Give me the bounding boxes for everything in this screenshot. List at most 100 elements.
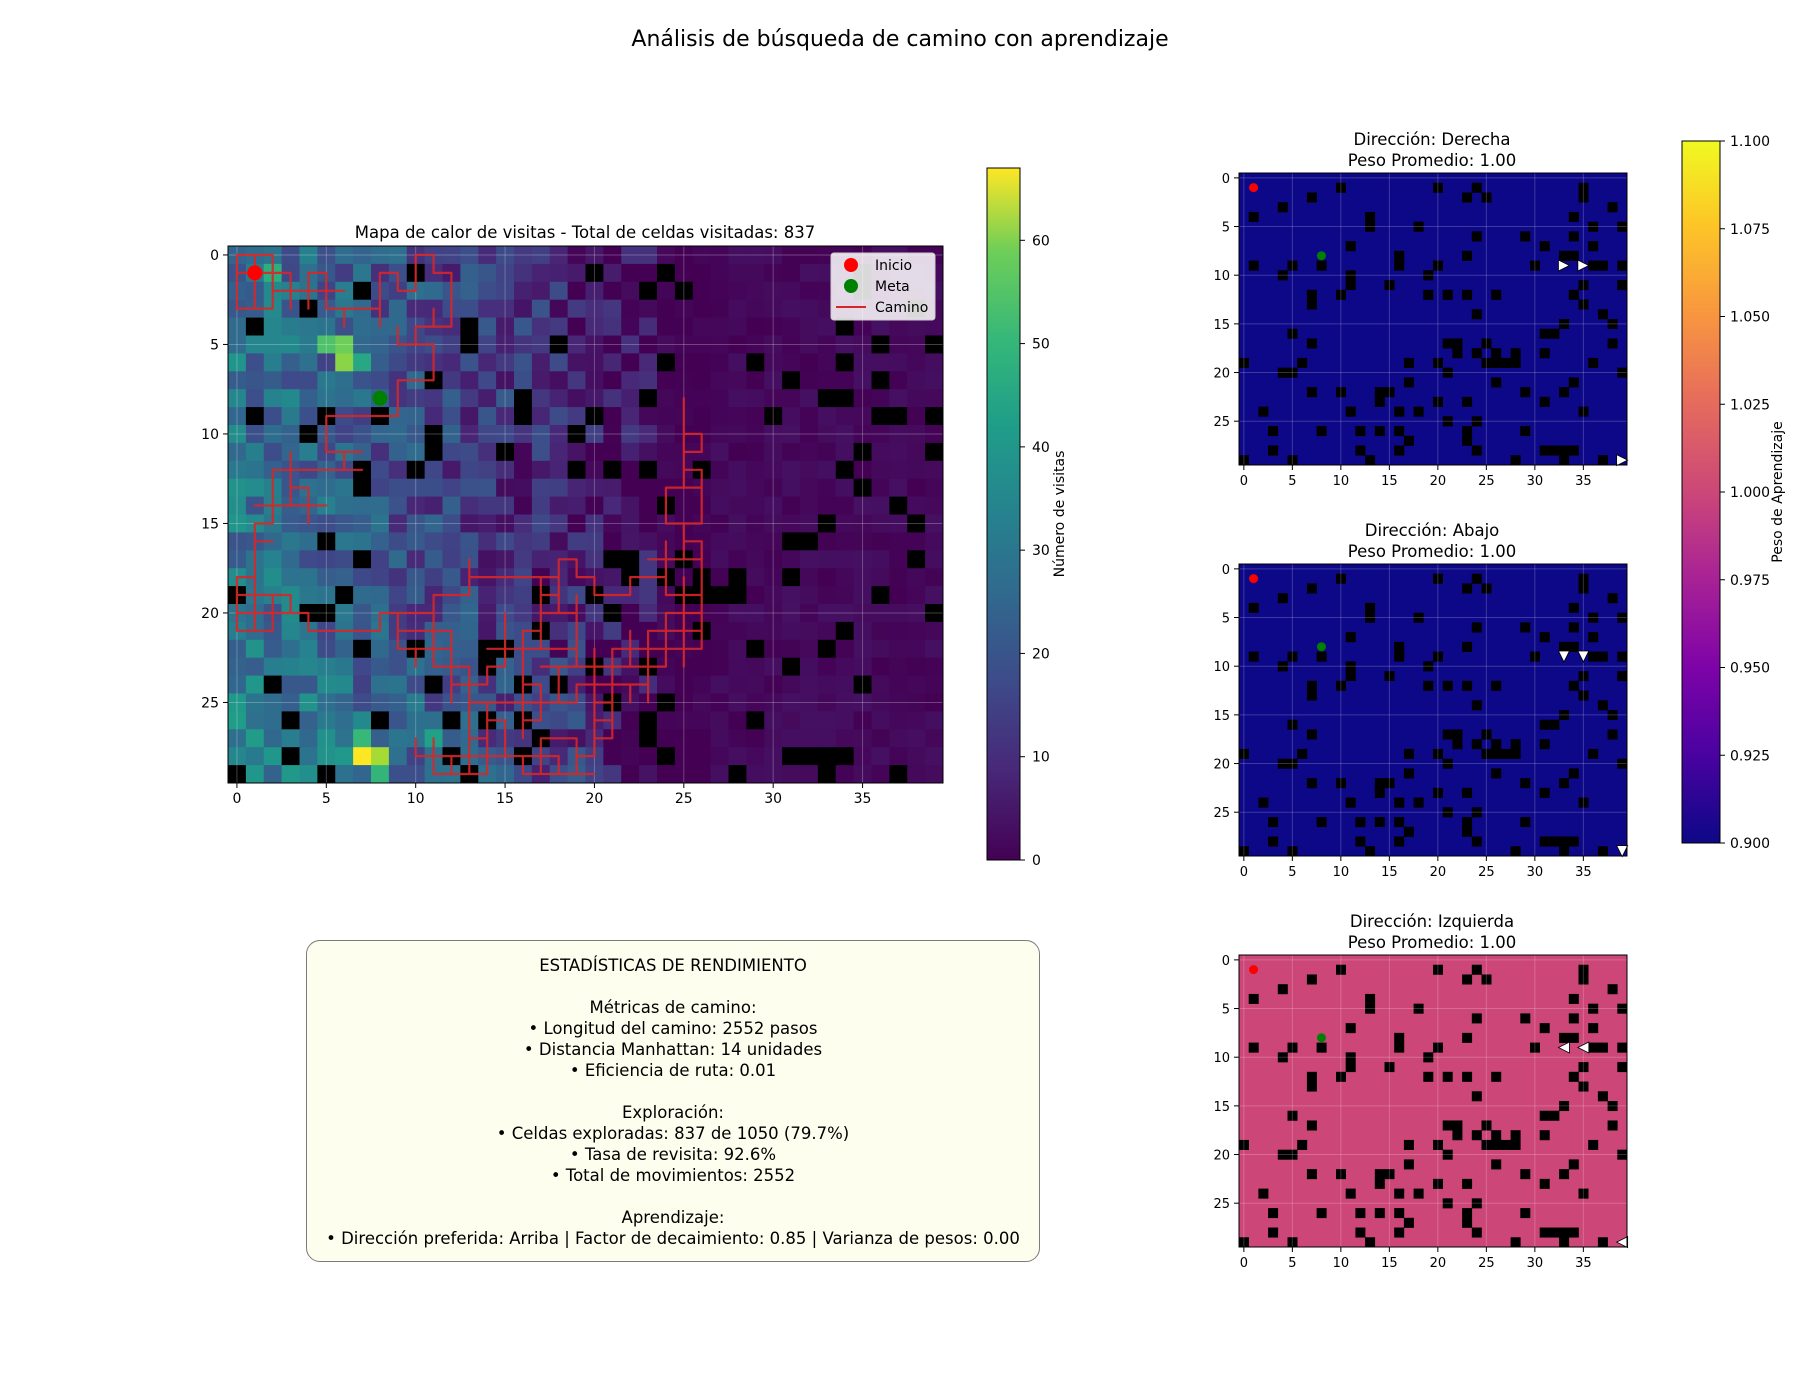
heatmap-cell [764,657,783,676]
panel-obstacle-cell [1306,289,1317,300]
panel-obstacle-cell [1345,270,1356,281]
y-tick-label: 20 [201,606,219,622]
panel-obstacle-cell [1394,651,1405,662]
heatmap-cell [406,586,426,605]
panel-obstacle-cell [1239,1237,1249,1248]
heatmap-cell [907,478,926,497]
heatmap-cell [889,425,908,444]
heatmap-cell [817,478,837,497]
panel-obstacle-cell [1452,1120,1463,1131]
heatmap-cell [871,317,890,336]
heatmap-cell [245,765,265,784]
visits-colorbar-tick-label: 0 [1032,853,1041,869]
panel-obstacle-cell [1520,1013,1531,1024]
heatmap-cell [335,478,354,497]
heatmap-cell [406,568,426,587]
heatmap-cell [692,693,712,712]
heatmap-cell [299,586,318,605]
panel-obstacle-cell [1403,768,1414,779]
heatmap-cell [406,460,426,480]
heatmap-cell [835,407,855,426]
heatmap-cell [800,711,819,730]
x-tick-label: 10 [407,791,425,807]
heatmap-cell [710,765,729,784]
heatmap-cell [353,353,372,372]
heatmap-cell [567,317,586,336]
heatmap-cell [317,532,336,551]
heatmap-cell [782,353,801,372]
heatmap-cell [889,496,908,515]
heatmap-cell [657,389,676,408]
heatmap-cell [514,389,533,408]
panel-obstacle-cell [1471,836,1482,847]
heatmap-cell [782,693,801,712]
heatmap-cell [889,621,908,641]
panel-obstacle-cell [1481,583,1492,594]
heatmap-cell [889,729,908,748]
panel-obstacle-cell [1277,661,1288,672]
heatmap-cell [657,407,676,426]
heatmap-cell [371,496,390,515]
panel-obstacle-cell [1588,1042,1599,1053]
heatmap-cell [460,532,479,551]
panel-obstacle-cell [1607,710,1618,721]
heatmap-cell [424,496,443,515]
heatmap-cell [424,711,443,730]
heatmap-cell [746,460,765,480]
heatmap-cell [621,729,640,748]
panel-obstacle-cell [1345,1052,1356,1063]
panel-obstacle-cell [1491,1139,1502,1150]
heatmap-cell [692,317,712,336]
panel-obstacle-cell [1607,202,1618,213]
panel-obstacle-cell [1355,445,1366,456]
panel-obstacle-cell [1471,622,1482,633]
panel-direction-arrow-icon [1616,453,1629,467]
x-tick-label: 20 [1430,1256,1447,1271]
heatmap-cell [585,442,604,462]
heatmap-cell [657,263,676,283]
heatmap-cell [281,246,300,265]
panel-obstacle-cell [1471,1130,1482,1141]
panel-obstacle-cell [1403,748,1414,759]
panel-obstacle-cell [1607,1101,1618,1112]
panel-obstacle-cell [1617,1003,1628,1014]
heatmap-cell [853,460,872,480]
heatmap-cell [907,371,926,390]
heatmap-cell [853,639,872,659]
panel-obstacle-cell [1413,406,1424,417]
heatmap-cell [317,335,336,354]
heatmap-cell [299,425,318,444]
heatmap-cell [353,711,372,730]
panel-frame [1238,563,1628,857]
heatmap-cell [371,478,390,497]
heatmap-cell [871,532,890,551]
heatmap-cell [406,711,426,730]
heatmap-cell [585,335,604,354]
heatmap-cell [585,263,604,283]
heatmap-cell [889,371,908,390]
panel-obstacle-cell [1462,583,1473,594]
heatmap-cell [549,389,569,408]
heatmap-cell [728,639,747,659]
heatmap-cell [388,711,408,730]
panel-obstacle-cell [1306,583,1317,594]
panel-obstacle-cell [1277,367,1288,378]
panel-direction-arrow-icon [1557,650,1571,663]
x-tick-label: 30 [1527,1256,1544,1271]
heatmap-cell [621,514,640,533]
heatmap-cell [496,317,515,336]
panel-obstacle-cell [1568,680,1579,691]
heatmap-cell [907,621,926,641]
heatmap-cell [621,353,640,372]
heatmap-cell [710,532,729,551]
heatmap-cell [496,532,515,551]
heatmap-cell [406,550,426,569]
heatmap-cell [478,246,497,265]
panel-obstacle-cell [1394,797,1405,808]
heatmap-cell [460,263,479,283]
panel-obstacle-cell [1365,211,1376,222]
heatmap-cell [531,496,551,515]
heatmap-cell [639,532,658,551]
heatmap-cell [263,335,283,354]
panel-obstacle-cell [1433,651,1443,662]
